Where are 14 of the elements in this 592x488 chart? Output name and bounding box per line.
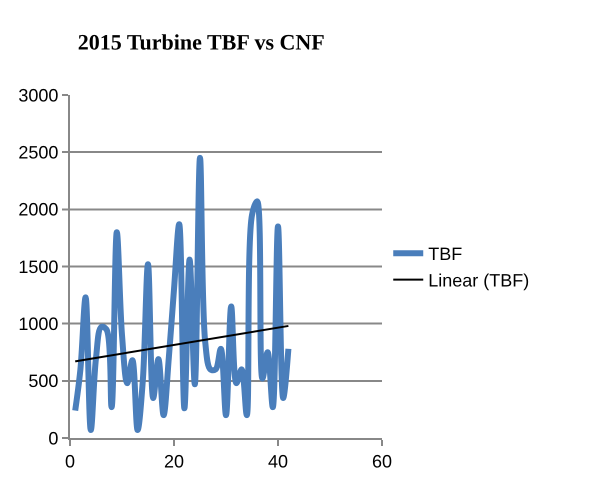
y-tick-label: 3000 (18, 85, 58, 106)
legend-label: Linear (TBF) (428, 270, 530, 291)
x-tick-label: 0 (64, 452, 76, 472)
y-tick-label: 1500 (18, 256, 58, 277)
y-tick-label: 2000 (18, 200, 58, 220)
y-tick-label: 0 (48, 428, 58, 448)
y-tick-label: 1000 (18, 314, 58, 334)
y-tick-label: 500 (28, 371, 58, 392)
y-tick-label: 2500 (18, 142, 58, 162)
legend-label: TBF (428, 244, 462, 264)
chart-title: 2015 Turbine TBF vs CNF (78, 30, 325, 55)
x-tick-label: 60 (372, 452, 392, 472)
x-tick-label: 20 (164, 452, 184, 472)
x-tick-label: 40 (268, 452, 288, 472)
